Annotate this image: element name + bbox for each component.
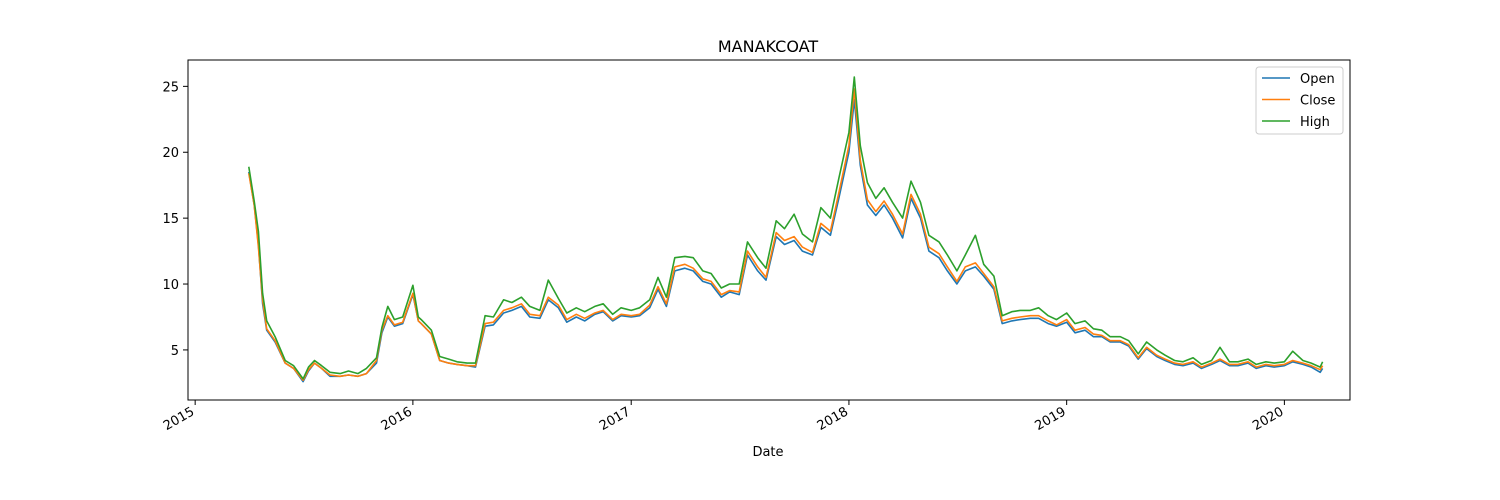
series-line-close — [248, 88, 1324, 382]
legend: Open Close High — [1255, 66, 1344, 135]
series-line-high — [248, 76, 1324, 380]
y-tick-label-10: 10 — [162, 278, 179, 293]
y-tick-label-25: 25 — [162, 80, 179, 95]
series-layer — [248, 76, 1324, 383]
y-axis: 5 10 15 20 25 — [162, 80, 188, 359]
legend-box — [1255, 66, 1344, 135]
legend-label-open: Open — [1300, 72, 1335, 87]
y-tick-label-15: 15 — [162, 212, 179, 227]
legend-label-high: High — [1300, 115, 1330, 130]
y-tick-label-20: 20 — [162, 146, 179, 161]
axes-frame — [187, 59, 1351, 401]
y-tick-label-5: 5 — [171, 344, 179, 359]
x-axis-label: Date — [752, 445, 783, 460]
chart-title: MANAKCOAT — [718, 37, 818, 56]
legend-label-close: Close — [1300, 94, 1335, 109]
plot-area — [187, 59, 1351, 401]
